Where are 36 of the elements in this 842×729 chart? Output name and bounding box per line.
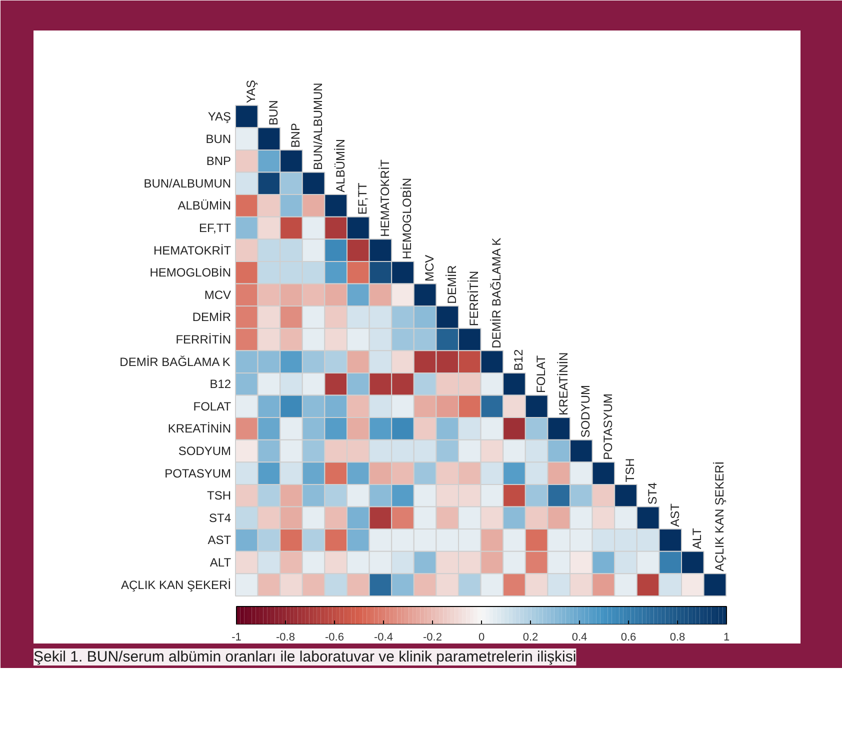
- color-bar-label: 0.4: [572, 632, 588, 644]
- x-tick-label: KREATİNİN: [556, 352, 570, 416]
- text: Şekil 1. BUN/serum albümin oranları ile laboratuvar ve klinik parametrelerin ilişkisi: [34, 648, 576, 666]
- y-tick-label: AÇLIK KAN ŞEKERİ: [121, 578, 232, 592]
- color-bar-label: -1: [232, 632, 242, 644]
- x-tick-label: FOLAT: [534, 354, 548, 394]
- x-tick-label: POTASYUM: [600, 393, 615, 460]
- x-tick-label: B12: [512, 349, 526, 371]
- color-bar-label: -0.6: [325, 632, 344, 644]
- color-bar-label: 0.8: [670, 632, 686, 644]
- y-tick-label: EF,TT: [199, 221, 232, 235]
- x-tick-label: DEMİR BAĞLAMA K: [489, 238, 504, 348]
- y-tick-label: YAŞ: [208, 110, 232, 124]
- x-tick-label: HEMOGLOBİN: [400, 178, 414, 260]
- y-tick-label: DEMİR: [192, 310, 232, 324]
- y-tick-label: TSH: [207, 488, 232, 503]
- y-tick-label: FERRİTİN: [176, 332, 232, 346]
- y-tick-label: ALT: [210, 556, 232, 570]
- color-bar-label: -0.8: [276, 632, 295, 644]
- x-tick-label: HEMATOKRİT: [378, 158, 392, 237]
- y-tick-label: AST: [208, 533, 232, 548]
- x-tick-label: AÇLIK KAN ŞEKERİ: [712, 461, 726, 572]
- y-tick-label: SODYUM: [178, 444, 232, 458]
- x-tick-label: MCV: [422, 254, 437, 282]
- color-bar-label: -0.2: [423, 632, 442, 644]
- color-bar-label: 0.6: [620, 632, 636, 644]
- x-tick-label: DEMİR: [444, 264, 459, 304]
- x-tick-label: BUN/ALBUMUN: [311, 82, 326, 170]
- x-tick-label: ALBÜMİN: [333, 138, 348, 192]
- color-bar-label: 1: [723, 632, 730, 644]
- x-tick-label: SODYUM: [578, 384, 593, 438]
- x-tick-label: EF,TT: [356, 182, 370, 215]
- x-tick-label: FERRİTİN: [467, 270, 482, 326]
- color-bar-label: -0.4: [374, 632, 393, 644]
- color-bar-label: 0.2: [522, 632, 538, 644]
- color-bar-label: 0: [478, 632, 485, 644]
